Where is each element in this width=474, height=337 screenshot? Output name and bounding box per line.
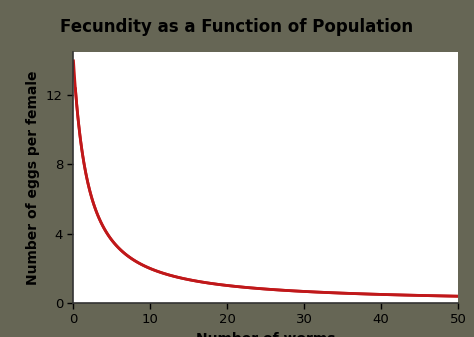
Text: Fecundity as a Function of Population: Fecundity as a Function of Population	[61, 18, 413, 36]
X-axis label: Number of worms: Number of worms	[196, 332, 336, 337]
Y-axis label: Number of eggs per female: Number of eggs per female	[27, 70, 40, 285]
